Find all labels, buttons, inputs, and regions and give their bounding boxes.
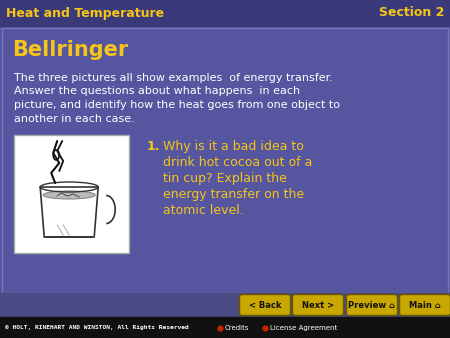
Bar — [2, 28, 448, 293]
FancyBboxPatch shape — [239, 294, 291, 315]
Text: another in each case.: another in each case. — [14, 114, 135, 123]
Text: Heat and Temperature: Heat and Temperature — [6, 6, 164, 20]
Text: Next >: Next > — [302, 300, 334, 310]
Text: Answer the questions about what happens  in each: Answer the questions about what happens … — [14, 87, 300, 97]
Bar — [0, 293, 450, 317]
Text: Section 2: Section 2 — [378, 6, 444, 20]
Text: drink hot cocoa out of a: drink hot cocoa out of a — [163, 156, 312, 169]
Bar — [14, 135, 129, 253]
Text: picture, and identify how the heat goes from one object to: picture, and identify how the heat goes … — [14, 100, 340, 110]
Text: 1.: 1. — [147, 140, 161, 153]
FancyBboxPatch shape — [292, 294, 343, 315]
Ellipse shape — [43, 191, 95, 199]
Text: License Agreement: License Agreement — [270, 325, 337, 331]
Text: energy transfer on the: energy transfer on the — [163, 188, 304, 201]
Text: < Back: < Back — [249, 300, 281, 310]
Bar — [0, 317, 450, 338]
Text: atomic level.: atomic level. — [163, 204, 244, 217]
FancyBboxPatch shape — [400, 294, 450, 315]
Text: Main ⌂: Main ⌂ — [409, 300, 441, 310]
FancyBboxPatch shape — [346, 294, 397, 315]
Text: tin cup? Explain the: tin cup? Explain the — [163, 172, 287, 185]
Text: © HOLT, RINEHART AND WINSTON, All Rights Reserved: © HOLT, RINEHART AND WINSTON, All Rights… — [5, 325, 189, 331]
Text: The three pictures all show examples  of energy transfer.: The three pictures all show examples of … — [14, 73, 333, 83]
Text: Bellringer: Bellringer — [12, 40, 128, 60]
Text: Credits: Credits — [225, 325, 249, 331]
Text: Preview ⌂: Preview ⌂ — [348, 300, 396, 310]
Text: Why is it a bad idea to: Why is it a bad idea to — [163, 140, 304, 153]
Bar — [0, 0, 450, 26]
